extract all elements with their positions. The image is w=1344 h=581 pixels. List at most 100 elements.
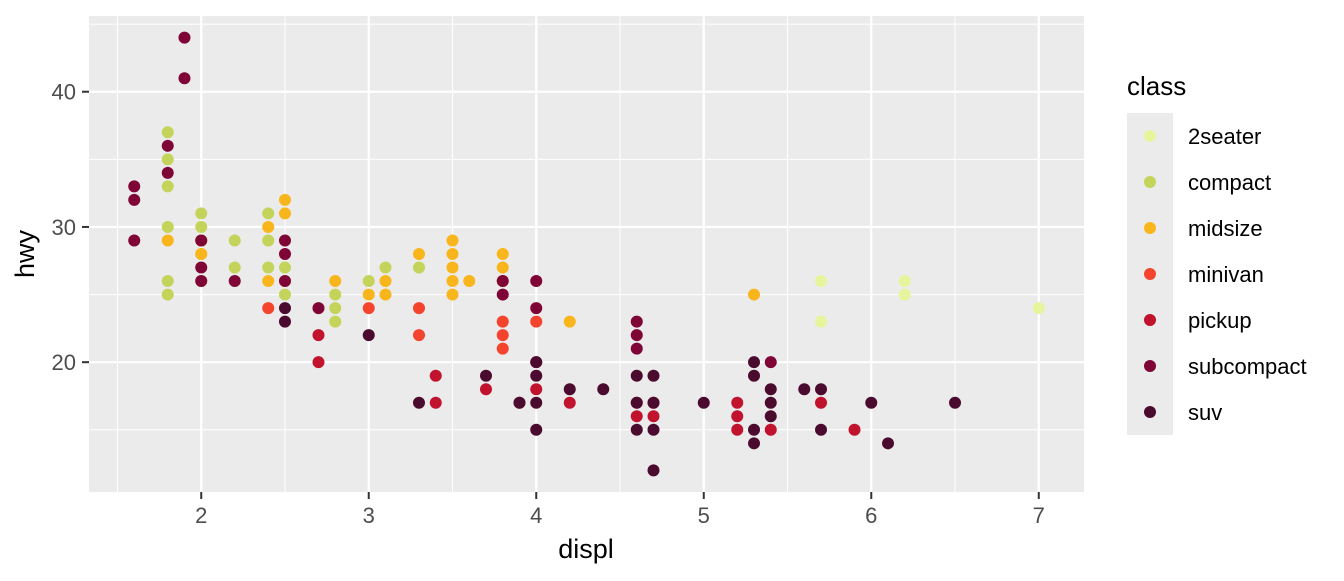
x-tick-label: 3 xyxy=(363,503,375,528)
data-point-pickup xyxy=(429,369,442,382)
data-point-compact xyxy=(262,207,275,220)
legend-label-pickup: pickup xyxy=(1188,308,1252,333)
data-point-2seater xyxy=(898,288,911,301)
data-point-suv xyxy=(798,383,811,396)
legend-label-minivan: minivan xyxy=(1188,262,1264,287)
data-point-subcompact xyxy=(128,234,141,247)
data-point-compact xyxy=(195,207,208,220)
data-point-compact xyxy=(262,234,275,247)
x-tick-label: 4 xyxy=(530,503,542,528)
plot-panel xyxy=(89,16,1084,492)
data-point-2seater xyxy=(898,275,911,288)
x-tick-label: 6 xyxy=(865,503,877,528)
data-point-compact xyxy=(228,234,241,247)
data-point-subcompact xyxy=(161,166,174,179)
data-point-suv xyxy=(647,464,660,477)
data-point-pickup xyxy=(630,410,643,423)
data-point-suv xyxy=(647,369,660,382)
data-point-subcompact xyxy=(530,275,543,288)
data-point-subcompact xyxy=(195,234,208,247)
data-point-compact xyxy=(161,275,174,288)
data-point-minivan xyxy=(362,302,375,315)
data-point-subcompact xyxy=(630,315,643,328)
data-point-2seater xyxy=(815,315,828,328)
data-point-suv xyxy=(513,396,526,409)
data-point-suv xyxy=(530,396,543,409)
data-point-pickup xyxy=(764,423,777,436)
data-point-pickup xyxy=(479,383,492,396)
data-point-subcompact xyxy=(630,342,643,355)
legend-key-midsize xyxy=(1144,222,1156,234)
data-point-midsize xyxy=(379,288,392,301)
data-point-suv xyxy=(630,369,643,382)
data-point-2seater xyxy=(1032,302,1045,315)
data-point-minivan xyxy=(496,329,509,342)
data-point-midsize xyxy=(496,248,509,260)
x-tick-label: 2 xyxy=(195,503,207,528)
data-point-subcompact xyxy=(496,275,509,288)
major-grid xyxy=(89,16,1084,492)
minor-grid xyxy=(89,16,1084,492)
data-point-suv xyxy=(748,423,761,436)
data-point-midsize xyxy=(262,220,275,233)
data-point-suv xyxy=(630,423,643,436)
legend-label-suv: suv xyxy=(1188,400,1222,425)
data-point-pickup xyxy=(731,423,744,436)
data-point-pickup xyxy=(530,383,543,396)
data-point-compact xyxy=(379,261,392,274)
y-tick-label: 20 xyxy=(52,350,76,375)
data-point-subcompact xyxy=(530,302,543,315)
data-point-compact xyxy=(228,261,241,274)
legend-label-subcompact: subcompact xyxy=(1188,354,1307,379)
data-point-midsize xyxy=(262,275,275,288)
data-point-subcompact xyxy=(496,288,509,301)
data-point-suv xyxy=(412,396,425,409)
data-point-subcompact xyxy=(178,31,191,44)
data-point-suv xyxy=(597,383,610,396)
data-point-subcompact xyxy=(278,275,291,288)
data-point-minivan xyxy=(412,302,425,315)
legend-key-2seater xyxy=(1144,130,1156,142)
data-point-subcompact xyxy=(195,275,208,288)
data-point-pickup xyxy=(731,396,744,409)
data-point-suv xyxy=(748,356,761,369)
data-point-midsize xyxy=(278,193,291,206)
legend-label-midsize: midsize xyxy=(1188,216,1263,241)
data-point-midsize xyxy=(362,288,375,301)
data-point-suv xyxy=(530,369,543,382)
data-point-suv xyxy=(630,396,643,409)
data-point-minivan xyxy=(262,302,275,315)
legend-key-suv xyxy=(1144,406,1156,418)
data-point-midsize xyxy=(446,288,459,301)
legend: class 2seater compact midsize minivan pickup… xyxy=(1127,71,1307,435)
data-point-suv xyxy=(815,383,828,396)
data-point-compact xyxy=(161,153,174,166)
data-point-compact xyxy=(329,302,342,315)
data-point-suv xyxy=(278,302,291,315)
data-point-midsize xyxy=(446,275,459,288)
data-point-suv xyxy=(815,423,828,436)
data-point-suv xyxy=(278,315,291,328)
data-point-minivan xyxy=(496,342,509,355)
data-point-compact xyxy=(262,261,275,274)
data-point-suv xyxy=(764,396,777,409)
data-point-subcompact xyxy=(278,234,291,247)
data-point-suv xyxy=(530,423,543,436)
data-point-subcompact xyxy=(178,72,191,85)
data-point-midsize xyxy=(446,261,459,274)
data-point-minivan xyxy=(412,329,425,342)
legend-key-pickup xyxy=(1144,314,1156,326)
y-tick-label: 30 xyxy=(52,215,76,240)
data-point-subcompact xyxy=(278,248,291,260)
y-axis-label: hwy xyxy=(10,229,40,278)
data-point-midsize xyxy=(463,275,476,288)
data-point-subcompact xyxy=(630,329,643,342)
data-point-midsize xyxy=(496,261,509,274)
data-point-suv xyxy=(563,383,576,396)
data-point-compact xyxy=(329,315,342,328)
data-point-subcompact xyxy=(195,261,208,274)
data-point-pickup xyxy=(731,410,744,423)
data-point-subcompact xyxy=(228,275,241,288)
